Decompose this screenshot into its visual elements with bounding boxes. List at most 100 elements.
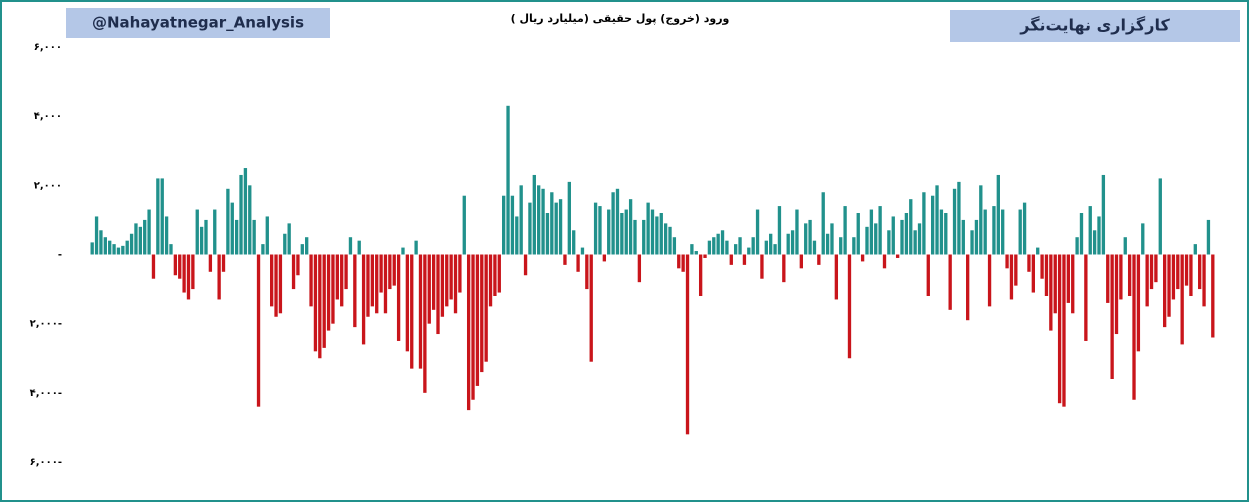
bar	[129, 233, 134, 255]
bar	[173, 254, 178, 276]
bar	[1211, 254, 1215, 338]
bar	[1079, 213, 1084, 255]
bar	[633, 219, 637, 255]
bar	[375, 254, 379, 314]
bar	[1066, 254, 1071, 303]
bar	[602, 254, 607, 262]
bar	[751, 237, 755, 255]
bar	[668, 226, 672, 255]
bar	[707, 240, 712, 255]
bar	[431, 254, 436, 310]
brand-box-left	[66, 8, 330, 38]
bar	[488, 254, 493, 307]
bar	[1049, 254, 1053, 331]
bar	[882, 254, 887, 269]
bar	[887, 230, 891, 255]
bar	[970, 230, 974, 255]
bar	[143, 219, 147, 255]
bar	[922, 192, 926, 255]
bar	[628, 199, 633, 255]
bar	[383, 254, 388, 314]
bar	[1141, 223, 1145, 255]
bar	[808, 219, 812, 255]
bar	[1206, 219, 1211, 255]
bar	[1027, 254, 1031, 272]
bar	[523, 254, 528, 276]
bar	[554, 202, 558, 255]
bar	[567, 181, 571, 255]
bar	[410, 254, 414, 369]
y-tick-label: -	[58, 250, 62, 261]
bar	[585, 254, 589, 290]
bar	[1110, 254, 1114, 379]
bar	[1132, 254, 1136, 400]
y-tick-label: ۴,۰۰۰	[34, 111, 62, 122]
bar	[164, 216, 169, 255]
bar	[270, 254, 274, 307]
bar	[239, 174, 243, 255]
bar	[720, 230, 725, 255]
bar	[930, 195, 935, 255]
bar	[1198, 254, 1202, 290]
bar	[112, 244, 116, 255]
bar	[860, 254, 865, 262]
bar	[309, 254, 313, 307]
bar	[532, 174, 536, 255]
bar	[335, 254, 339, 300]
bar	[436, 254, 440, 335]
bar	[681, 254, 685, 272]
bar	[243, 168, 248, 255]
bar	[663, 223, 668, 255]
bar	[348, 237, 353, 255]
bar	[414, 240, 418, 255]
bar	[637, 254, 642, 283]
bar	[1057, 254, 1062, 404]
bar	[497, 254, 501, 293]
bar	[944, 213, 948, 255]
bar	[125, 240, 129, 255]
bar	[94, 216, 99, 255]
bar	[1167, 254, 1171, 317]
bar	[138, 226, 143, 255]
bar	[357, 240, 361, 255]
bar	[939, 209, 944, 255]
bar	[760, 254, 764, 279]
bar	[878, 206, 882, 255]
bar	[839, 237, 843, 255]
bar	[326, 254, 331, 331]
bar	[865, 226, 869, 255]
bar	[515, 216, 519, 255]
bar	[178, 254, 182, 279]
bar	[182, 254, 186, 293]
bar	[1123, 237, 1127, 255]
bar	[230, 202, 234, 255]
bar	[646, 202, 650, 255]
bar	[160, 178, 164, 255]
bar	[506, 105, 510, 255]
bar	[401, 247, 405, 255]
bar	[593, 202, 598, 255]
bar	[322, 254, 326, 348]
brand-left: @Nahayatnegar_Analysis	[92, 14, 304, 32]
bar	[1202, 254, 1206, 307]
bar	[1053, 254, 1057, 314]
bar	[226, 188, 230, 255]
bar	[1189, 254, 1193, 296]
bar	[725, 240, 729, 255]
bar	[1001, 209, 1005, 255]
bar	[156, 178, 160, 255]
bar	[747, 247, 751, 255]
bar	[1036, 247, 1040, 255]
bar	[974, 219, 979, 255]
bar	[519, 185, 523, 255]
bar	[979, 185, 983, 255]
bar	[475, 254, 480, 386]
bar	[966, 254, 970, 321]
bar	[221, 254, 226, 272]
bar	[677, 254, 681, 269]
bar	[685, 254, 690, 435]
bar	[847, 254, 852, 359]
y-tick-label: ۶,۰۰۰-	[30, 457, 62, 468]
bar	[672, 237, 677, 255]
